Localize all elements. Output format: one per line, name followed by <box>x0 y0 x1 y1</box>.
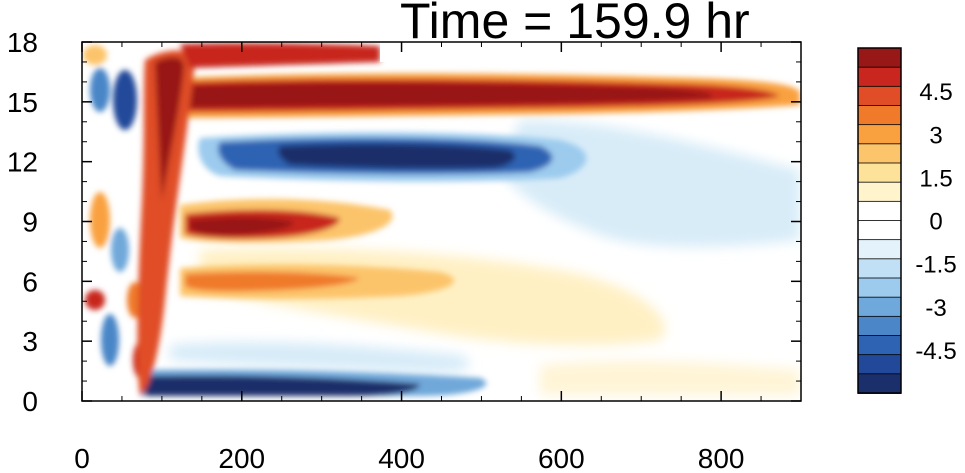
colorbar-segment <box>857 239 902 260</box>
y-tick-label: 12 <box>7 147 38 178</box>
colorbar-tick-label: 4.5 <box>919 79 952 106</box>
colorbar-segment <box>857 124 902 145</box>
colorbar-segment <box>857 277 902 299</box>
colorbar-frame <box>857 47 902 394</box>
heatmap-band-surface-core <box>145 375 420 396</box>
x-tick-label: 200 <box>218 443 265 473</box>
heatmap-vertical-stripe-core <box>155 57 184 201</box>
colorbar-segment <box>857 258 902 279</box>
colorbar-segment <box>857 47 902 69</box>
heatmap-feature-pale-bottom-right <box>540 360 800 395</box>
y-tick-label: 18 <box>7 27 38 58</box>
colorbar-tick-label: -1.5 <box>915 252 956 279</box>
y-tick-label: 9 <box>22 207 38 238</box>
heatmap-band-12-core <box>278 143 515 169</box>
colorbar-segment <box>857 181 902 203</box>
heatmap-blob-left-1 <box>90 68 110 112</box>
heatmap-band-15-core <box>185 82 713 107</box>
x-tick-label: 800 <box>698 443 745 473</box>
colorbar-segment <box>857 220 902 241</box>
y-tick-label: 15 <box>7 87 38 118</box>
heatmap-field <box>82 42 801 401</box>
y-axis: 0 3 6 9 12 15 18 <box>7 27 801 417</box>
heatmap-feature-light-blue-lower-band <box>170 342 470 373</box>
colorbar-segment <box>857 373 902 394</box>
x-tick-label: 0 <box>74 443 90 473</box>
heatmap-band-18-red <box>180 43 380 68</box>
x-tick-label: 600 <box>538 443 585 473</box>
heatmap-blob-left-6 <box>101 314 119 366</box>
heatmap-bands <box>83 43 800 396</box>
colorbar-segment <box>857 315 902 337</box>
heatmap-blob-left-5 <box>85 290 105 310</box>
colorbar-segment <box>857 85 902 107</box>
heatmap-blob-left-3 <box>90 192 110 248</box>
colorbar-segment <box>857 162 902 184</box>
colorbar-segment <box>857 335 902 356</box>
x-axis: 0 200 400 600 800 <box>74 42 762 473</box>
y-tick-label: 6 <box>22 266 38 297</box>
colorbar-tick-label: 1.5 <box>919 165 952 192</box>
colorbar-segment <box>857 354 902 375</box>
heatmap-band-6-mid <box>185 271 360 292</box>
heatmap-band-8-core <box>190 217 295 235</box>
heatmap-blob-left-7 <box>83 45 107 65</box>
heatmap-vertical-stripe-outer <box>137 50 195 396</box>
colorbar-tick-label: 3 <box>929 122 942 149</box>
colorbar: 4.5 3 1.5 0 -1.5 -3 -4.5 <box>857 47 957 394</box>
colorbar-segment <box>857 105 902 126</box>
heatmap-blob-left-2 <box>113 70 137 130</box>
colorbar-tick-label: -3 <box>925 295 946 322</box>
chart-title: Time = 159.9 hr <box>400 0 750 49</box>
x-tick-label: 400 <box>378 443 425 473</box>
colorbar-segment <box>857 296 902 318</box>
y-tick-label: 0 <box>22 386 38 417</box>
colorbar-tick-label: -4.5 <box>915 338 956 365</box>
colorbar-segment <box>857 143 902 164</box>
y-tick-label: 3 <box>22 326 38 357</box>
colorbar-tick-label: 0 <box>929 209 942 236</box>
colorbar-segment <box>857 66 902 88</box>
colorbar-segment <box>857 200 902 222</box>
heatmap-blob-left-4 <box>111 228 129 272</box>
